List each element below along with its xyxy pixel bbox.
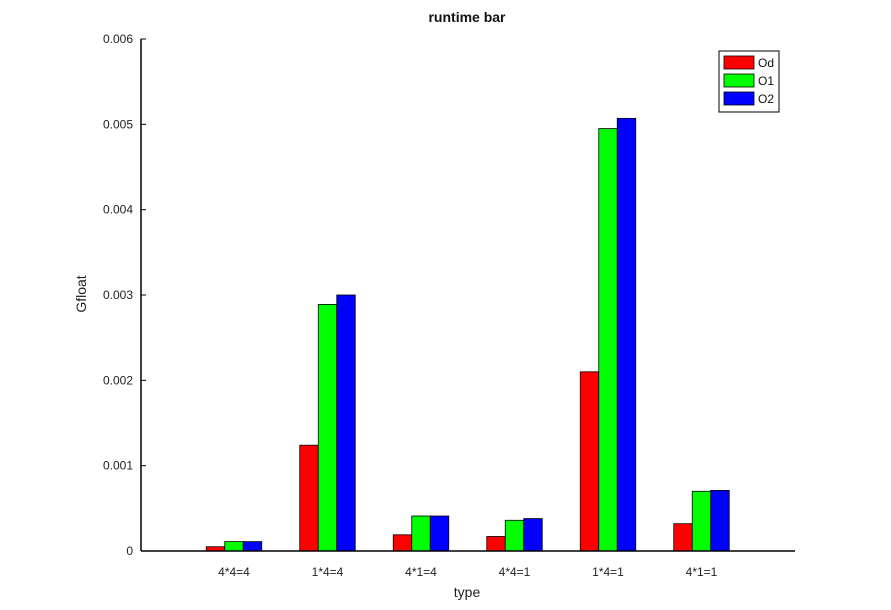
x-axis-title: type (454, 584, 481, 600)
x-tick-label: 1*4=1 (592, 565, 624, 579)
bar-o2-4 (523, 518, 543, 552)
legend-swatch-o1 (723, 73, 755, 88)
bar-o2-2 (336, 294, 356, 552)
bar-od-5 (579, 371, 600, 552)
y-tick-label: 0.001 (103, 459, 133, 473)
bar-o1-1 (224, 541, 244, 552)
y-tick-label: 0 (126, 544, 133, 558)
x-tick-label: 1*4=4 (312, 565, 344, 579)
y-tick-label: 0.002 (103, 373, 133, 387)
x-tick-label: 4*1=4 (405, 565, 437, 579)
bar-o2-6 (710, 490, 730, 552)
bar-o1-6 (691, 490, 712, 552)
y-tick-label: 0.003 (103, 288, 133, 302)
bar-o1-2 (317, 303, 338, 552)
bar-o2-5 (616, 117, 637, 552)
bar-od-6 (673, 523, 693, 552)
legend-label-o1: O1 (758, 74, 774, 88)
bar-o1-3 (411, 515, 431, 552)
bar-od-3 (392, 534, 413, 552)
bar-od-4 (486, 536, 506, 552)
x-tick-label: 4*1=1 (686, 565, 718, 579)
x-tick-label: 4*4=1 (499, 565, 531, 579)
bar-od-2 (299, 444, 319, 552)
bar-o1-4 (504, 519, 525, 552)
y-tick-label: 0.004 (103, 203, 133, 217)
y-axis-title: Gfloat (73, 275, 89, 312)
legend-swatch-o2 (723, 91, 755, 106)
bar-o2-1 (242, 541, 263, 552)
bar-o1-5 (598, 128, 618, 552)
legend-label-od: Od (758, 56, 774, 70)
legend: Od O1 O2 (718, 50, 780, 113)
bar-o2-3 (429, 515, 450, 552)
legend-swatch-od (723, 55, 755, 70)
chart-title: runtime bar (428, 9, 506, 25)
y-tick-label: 0.006 (103, 32, 133, 46)
plot-area: 4*4=4 1*4=4 4*1=4 4*4=1 1*4=1 4*1=1 0 0.001 0.00… (103, 32, 795, 579)
legend-label-o2: O2 (758, 92, 774, 106)
y-tick-label: 0.005 (103, 117, 133, 131)
x-tick-label: 4*4=4 (218, 565, 250, 579)
